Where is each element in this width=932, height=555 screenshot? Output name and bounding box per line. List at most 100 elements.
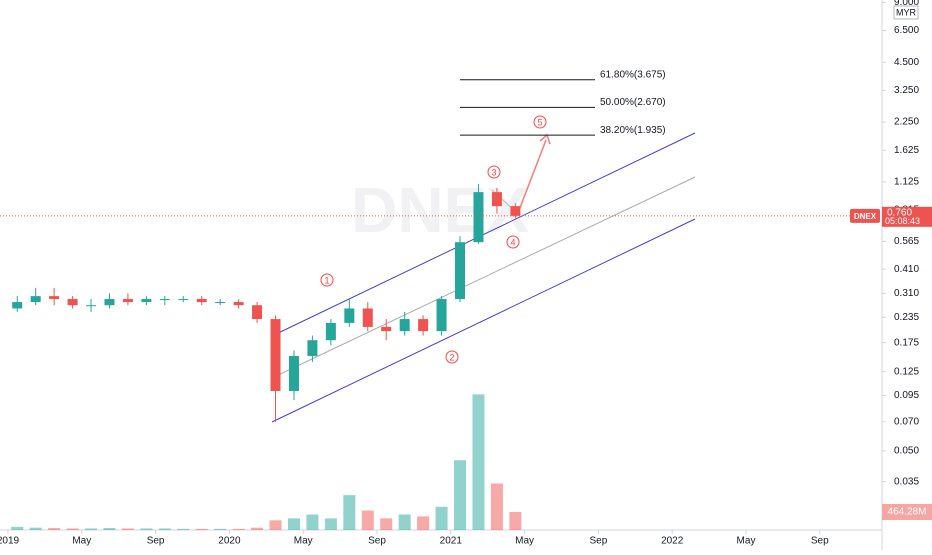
volume-bar bbox=[269, 520, 282, 530]
candle-body bbox=[178, 299, 189, 301]
y-tick-label: 0.310 bbox=[894, 288, 919, 299]
symbol-label: DNEX bbox=[854, 212, 877, 221]
volume-bar bbox=[251, 527, 264, 530]
candle-body bbox=[455, 242, 466, 300]
candle-body bbox=[325, 322, 336, 341]
timer-label: 05:08:43 bbox=[885, 216, 920, 226]
wave-label: 4 bbox=[510, 237, 515, 247]
volume-bar bbox=[214, 528, 227, 530]
candle-body bbox=[215, 302, 226, 304]
candle-body bbox=[491, 192, 502, 207]
candle-body bbox=[473, 192, 484, 243]
x-tick-label: Sep bbox=[811, 536, 829, 547]
currency-box bbox=[893, 5, 919, 20]
volume-bar bbox=[177, 528, 190, 530]
candle-body bbox=[510, 206, 521, 216]
y-tick-label: 3.250 bbox=[894, 85, 919, 96]
watermark: DNEX bbox=[351, 174, 529, 246]
y-tick-label: 0.050 bbox=[894, 446, 919, 457]
candle-body bbox=[307, 340, 318, 356]
wave-arrow bbox=[517, 139, 547, 214]
y-tick-label: 6.500 bbox=[894, 25, 919, 36]
candle-body bbox=[270, 319, 281, 391]
candle-body bbox=[399, 319, 410, 332]
wave-label: 5 bbox=[537, 117, 542, 127]
volume-bar bbox=[435, 506, 448, 530]
y-tick-label: 1.625 bbox=[894, 145, 919, 156]
symbol-badge bbox=[850, 208, 880, 223]
fib-label: 50.00%(2.670) bbox=[600, 97, 666, 108]
volume-bar bbox=[140, 528, 153, 530]
volume-bar bbox=[361, 510, 374, 530]
y-tick-label: 4.500 bbox=[894, 57, 919, 68]
y-tick-label: 2.250 bbox=[894, 117, 919, 128]
candle-body bbox=[252, 305, 263, 320]
x-tick-label: May bbox=[72, 536, 91, 547]
volume-bar bbox=[417, 516, 430, 530]
y-tick-label: 0.095 bbox=[894, 390, 919, 401]
channel-top bbox=[271, 132, 696, 337]
y-tick-label: 0.125 bbox=[894, 366, 919, 377]
candle-body bbox=[49, 296, 60, 300]
wave-label: 2 bbox=[449, 352, 454, 362]
x-tick-label: Sep bbox=[368, 536, 386, 547]
volume-bar bbox=[306, 514, 319, 530]
candle-body bbox=[141, 299, 152, 303]
candle-body bbox=[30, 296, 41, 303]
y-tick-label: 0.070 bbox=[894, 416, 919, 427]
candle-body bbox=[233, 302, 244, 306]
x-tick-label: 2020 bbox=[218, 536, 241, 547]
volume-bar bbox=[472, 394, 485, 530]
y-tick-label: 0.175 bbox=[894, 337, 919, 348]
fib-label: 38.20%(1.935) bbox=[600, 125, 666, 136]
channel-bottom bbox=[271, 218, 696, 423]
wave-label: 3 bbox=[491, 167, 496, 177]
volume-label: 464.28M bbox=[888, 507, 927, 518]
wave-label: 1 bbox=[324, 275, 329, 285]
y-tick-label: 9.000 bbox=[894, 0, 919, 8]
wave-circle bbox=[533, 115, 547, 129]
x-tick-label: May bbox=[515, 536, 534, 547]
candle-body bbox=[104, 299, 115, 306]
y-tick-label: 0.235 bbox=[894, 312, 919, 323]
x-tick-label: Sep bbox=[590, 536, 608, 547]
volume-bar bbox=[11, 526, 24, 530]
volume-bar bbox=[232, 528, 245, 530]
y-tick-label: 0.565 bbox=[894, 236, 919, 247]
volume-bar bbox=[324, 518, 337, 530]
wave-circle bbox=[320, 273, 334, 287]
volume-bar bbox=[343, 495, 356, 530]
candle-body bbox=[344, 308, 355, 323]
volume-bar bbox=[195, 528, 208, 530]
last-price-label: 0.760 bbox=[887, 207, 912, 218]
fib-label: 61.80%(3.675) bbox=[600, 69, 666, 80]
volume-bar bbox=[48, 528, 61, 530]
volume-bar bbox=[380, 518, 393, 530]
x-tick-label: 2019 bbox=[0, 536, 20, 547]
x-tick-label: 2021 bbox=[440, 536, 463, 547]
wave-circle bbox=[506, 235, 520, 249]
candle-body bbox=[67, 299, 78, 306]
y-tick-label: 0.035 bbox=[894, 476, 919, 487]
volume-bar bbox=[398, 514, 411, 530]
price-badge bbox=[882, 206, 932, 227]
x-tick-label: Sep bbox=[147, 536, 165, 547]
y-tick-label: 0.410 bbox=[894, 264, 919, 275]
volume-bar bbox=[287, 518, 300, 530]
candle-body bbox=[122, 299, 133, 303]
volume-bar bbox=[103, 528, 116, 530]
volume-bar bbox=[454, 460, 467, 530]
candle-body bbox=[159, 299, 170, 301]
y-tick-label: 1.125 bbox=[894, 177, 919, 188]
candle-body bbox=[381, 326, 392, 332]
volume-bar bbox=[509, 512, 522, 530]
wave-circle bbox=[487, 165, 501, 179]
candle-body bbox=[12, 302, 23, 309]
volume-bar bbox=[121, 528, 134, 530]
volume-bar bbox=[490, 483, 503, 530]
candle-body bbox=[196, 299, 207, 303]
candle-body bbox=[436, 299, 447, 332]
volume-bar bbox=[29, 527, 42, 530]
candle-body bbox=[418, 319, 429, 332]
